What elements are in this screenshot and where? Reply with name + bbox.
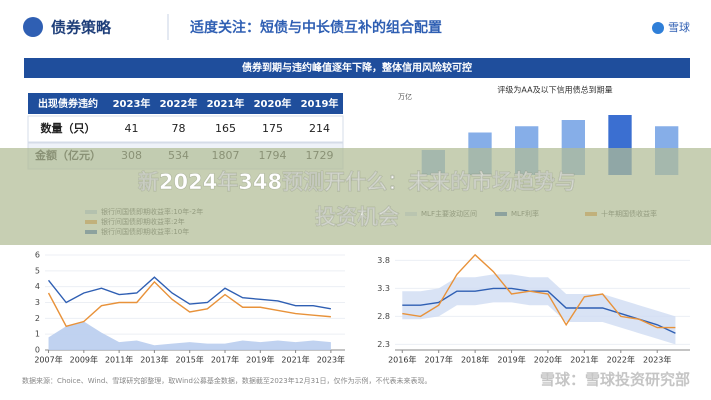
table-row-bg — [27, 115, 344, 143]
watermark: 雪球：雪球投资研究部 — [540, 371, 690, 389]
line — [47, 280, 331, 328]
line — [47, 276, 332, 310]
brand-icon — [652, 22, 664, 34]
table-cell: 41 — [125, 122, 139, 135]
x-tick-label: 2021年 — [570, 355, 598, 365]
y-tick-label: 2.8 — [377, 312, 390, 321]
logo-icon — [23, 17, 43, 37]
table-cell: 数量（只） — [41, 121, 96, 135]
x-tick-label: 2011年 — [105, 355, 133, 365]
x-tick-label: 2022年 — [607, 355, 635, 365]
page-title: 适度关注：短债与中长债互补的组合配置 — [190, 19, 442, 36]
x-tick-label: 2007年 — [34, 355, 62, 365]
area — [48, 321, 331, 350]
line — [402, 287, 676, 334]
line — [402, 253, 676, 329]
bar-unit: 万亿 — [398, 92, 412, 101]
overlay-title: 投资机会 — [315, 205, 399, 229]
overlay — [0, 148, 711, 245]
y-tick-label: 3.3 — [377, 284, 390, 293]
y-tick-label: 2.3 — [377, 340, 390, 349]
table-header-cell: 2023年 — [113, 97, 151, 110]
table-header-cell: 2022年 — [160, 97, 198, 110]
y-tick-label: 2 — [35, 314, 40, 323]
x-tick-label: 2015年 — [176, 355, 204, 365]
table-cell: 78 — [172, 122, 186, 135]
y-tick-label: 3.8 — [377, 256, 390, 265]
y-tick-label: 1 — [35, 330, 40, 339]
banner-text: 债券到期与违约峰值逐年下降，整体信用风险较可控 — [242, 61, 472, 74]
section-title: 债券策略 — [51, 19, 112, 37]
table-header-bg — [28, 93, 343, 114]
table-header-cell: 2021年 — [207, 97, 245, 110]
table-cell: 175 — [262, 122, 283, 135]
y-tick-label: 6 — [35, 251, 40, 260]
y-tick-label: 3 — [35, 298, 40, 307]
table-header-cell: 2020年 — [254, 97, 292, 110]
overlay-title: 新2024年348预测开什么：未来的市场趋势与 — [138, 170, 576, 194]
banner — [24, 58, 690, 78]
y-tick-label: 0 — [35, 346, 40, 355]
x-tick-label: 2023年 — [643, 355, 671, 365]
brand: 雪球 — [668, 20, 690, 34]
table-header-cell: 2019年 — [301, 97, 339, 110]
x-tick-label: 2018年 — [461, 355, 489, 365]
x-tick-label: 2021年 — [281, 355, 309, 365]
table-cell: 165 — [215, 122, 236, 135]
table-header-cell: 出现债券违约 — [38, 97, 98, 110]
x-tick-label: 2009年 — [70, 355, 98, 365]
x-tick-label: 2017年 — [425, 355, 453, 365]
table-cell: 214 — [309, 122, 330, 135]
x-tick-label: 2019年 — [246, 355, 274, 365]
y-tick-label: 4 — [35, 282, 40, 291]
bar-chart-title: 评级为AA及以下信用债总到期量 — [497, 85, 612, 95]
x-tick-label: 2017年 — [211, 355, 239, 365]
footer: 数据来源：Choice、Wind、雪球研究部整理，取Wind公募基金数据，数据截… — [22, 376, 432, 385]
x-tick-label: 2016年 — [388, 355, 416, 365]
x-tick-label: 2013年 — [140, 355, 168, 365]
x-tick-label: 2019年 — [497, 355, 525, 365]
y-tick-label: 5 — [35, 266, 40, 275]
x-tick-label: 2023年 — [317, 355, 345, 365]
x-tick-label: 2020年 — [534, 355, 562, 365]
